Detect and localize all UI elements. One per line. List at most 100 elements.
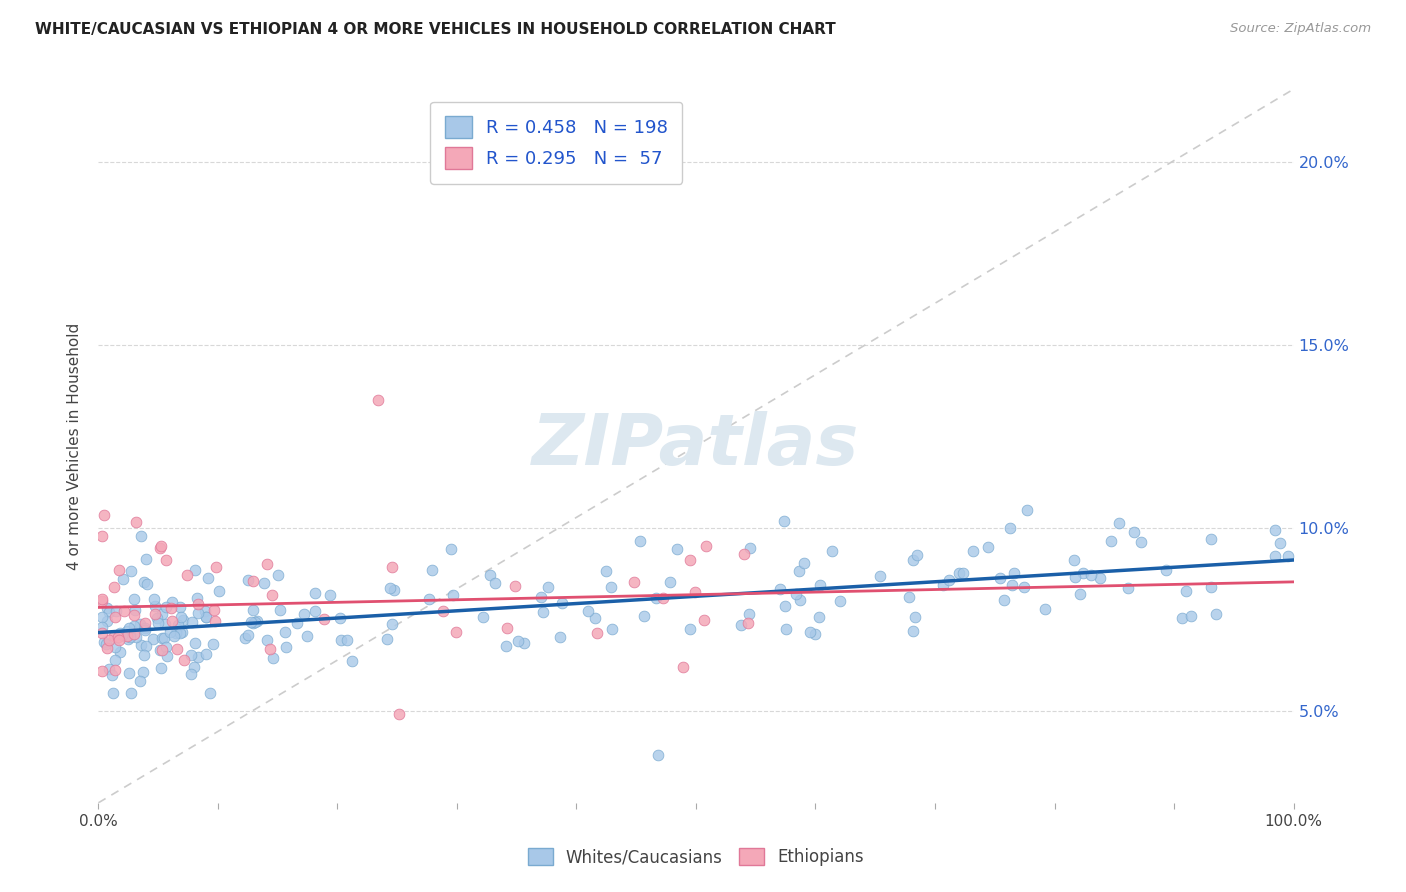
Point: [101, 668, 124, 682]
Point: [380, 581, 402, 595]
Point: [202, 603, 225, 617]
Point: [163, 629, 186, 643]
Point: [118, 665, 141, 680]
Point: [186, 591, 208, 606]
Point: [194, 604, 217, 618]
Point: [444, 624, 467, 639]
Point: [990, 571, 1012, 585]
Point: [256, 633, 278, 648]
Point: [962, 544, 984, 558]
Point: [666, 541, 689, 556]
Point: [240, 615, 263, 629]
Point: [418, 591, 440, 606]
Point: [993, 593, 1015, 607]
Point: [785, 587, 807, 601]
Point: [274, 640, 297, 654]
Point: [120, 630, 142, 644]
Point: [107, 633, 129, 648]
Point: [91, 620, 114, 634]
Point: [292, 607, 315, 622]
Point: [170, 610, 193, 624]
Point: [1264, 523, 1286, 537]
Point: [775, 622, 797, 636]
Point: [304, 604, 326, 618]
Point: [103, 629, 125, 643]
Point: [977, 540, 1000, 554]
Point: [733, 547, 755, 561]
Point: [1205, 607, 1227, 622]
Point: [381, 616, 404, 631]
Point: [200, 686, 222, 700]
Point: [1116, 582, 1139, 596]
Point: [208, 583, 231, 598]
Point: [155, 599, 177, 614]
Point: [122, 607, 145, 622]
Point: [184, 636, 207, 650]
Point: [149, 643, 172, 657]
Point: [506, 634, 529, 648]
Point: [820, 543, 842, 558]
Point: [122, 618, 145, 632]
Point: [165, 626, 187, 640]
Point: [183, 660, 205, 674]
Point: [952, 566, 974, 580]
Point: [120, 564, 142, 578]
Point: [150, 643, 173, 657]
Point: [233, 631, 256, 645]
Point: [134, 621, 156, 635]
Point: [195, 610, 218, 624]
Point: [1264, 549, 1286, 563]
Point: [134, 616, 156, 631]
Point: [551, 596, 574, 610]
Point: [869, 569, 891, 583]
Point: [104, 640, 127, 654]
Point: [155, 648, 177, 663]
Point: [108, 645, 131, 659]
Point: [531, 605, 554, 619]
Point: [96, 641, 118, 656]
Point: [1130, 534, 1153, 549]
Point: [683, 584, 706, 599]
Point: [595, 564, 617, 578]
Point: [135, 577, 157, 591]
Point: [1015, 503, 1038, 517]
Point: [273, 624, 295, 639]
Point: [1108, 516, 1130, 530]
Text: Source: ZipAtlas.com: Source: ZipAtlas.com: [1230, 22, 1371, 36]
Point: [808, 578, 831, 592]
Point: [901, 624, 924, 638]
Point: [1002, 566, 1025, 581]
Point: [111, 572, 134, 586]
Point: [678, 622, 700, 636]
Point: [246, 614, 269, 628]
Point: [115, 624, 138, 639]
Point: [1201, 532, 1223, 546]
Point: [1069, 587, 1091, 601]
Point: [142, 632, 165, 647]
Point: [155, 640, 177, 655]
Point: [633, 609, 655, 624]
Point: [150, 661, 173, 675]
Point: [135, 552, 157, 566]
Point: [159, 625, 181, 640]
Point: [160, 600, 183, 615]
Point: [1080, 568, 1102, 582]
Point: [94, 637, 117, 651]
Point: [180, 648, 202, 663]
Point: [583, 611, 606, 625]
Point: [903, 552, 925, 566]
Point: [600, 581, 623, 595]
Point: [124, 603, 146, 617]
Point: [134, 624, 156, 638]
Point: [1088, 571, 1111, 585]
Point: [125, 515, 148, 529]
Point: [187, 606, 209, 620]
Point: [150, 631, 173, 645]
Y-axis label: 4 or more Vehicles in Household: 4 or more Vehicles in Household: [67, 322, 83, 570]
Point: [124, 627, 146, 641]
Point: [98, 662, 121, 676]
Point: [773, 514, 796, 528]
Point: [388, 706, 411, 721]
Point: [737, 615, 759, 630]
Point: [173, 653, 195, 667]
